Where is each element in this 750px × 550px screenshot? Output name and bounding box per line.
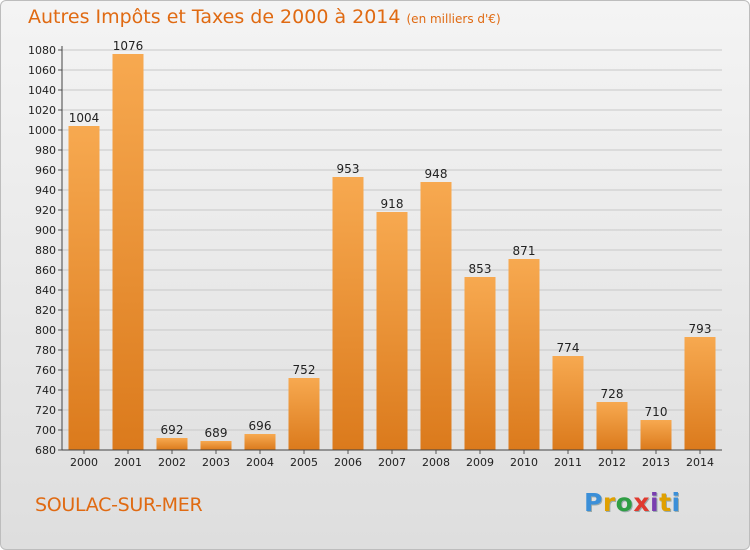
bar-2011 bbox=[552, 356, 584, 450]
y-tick-label: 860 bbox=[35, 264, 56, 277]
y-tick-label: 940 bbox=[35, 184, 56, 197]
logo-letter: i bbox=[650, 488, 660, 517]
y-tick-label: 840 bbox=[35, 284, 56, 297]
chart-title-unit: (en milliers d'€) bbox=[406, 12, 501, 26]
value-label-2001: 1076 bbox=[113, 39, 144, 53]
value-label-2014: 793 bbox=[689, 322, 712, 336]
y-tick-label: 700 bbox=[35, 424, 56, 437]
x-tick-label-2014: 2014 bbox=[686, 456, 714, 469]
y-tick-label: 1080 bbox=[28, 44, 56, 57]
value-label-2006: 953 bbox=[337, 162, 360, 176]
y-tick-label: 720 bbox=[35, 404, 56, 417]
chart-title: Autres Impôts et Taxes de 2000 à 2014 (en… bbox=[28, 6, 501, 28]
value-label-2004: 696 bbox=[249, 419, 272, 433]
value-label-2003: 689 bbox=[205, 426, 228, 440]
logo-letter: t bbox=[659, 488, 672, 517]
x-tick-label-2002: 2002 bbox=[158, 456, 186, 469]
y-tick-label: 1020 bbox=[28, 104, 56, 117]
y-tick-label: 800 bbox=[35, 324, 56, 337]
y-tick-label: 780 bbox=[35, 344, 56, 357]
x-tick-label-2013: 2013 bbox=[642, 456, 670, 469]
proxiti-logo: Proxiti bbox=[584, 488, 681, 517]
value-label-2008: 948 bbox=[425, 167, 448, 181]
y-tick-label: 980 bbox=[35, 144, 56, 157]
y-tick-label: 1060 bbox=[28, 64, 56, 77]
y-tick-label: 900 bbox=[35, 224, 56, 237]
value-label-2009: 853 bbox=[469, 262, 492, 276]
y-tick-label: 1040 bbox=[28, 84, 56, 97]
bar-2010 bbox=[508, 259, 540, 450]
logo-letter: o bbox=[615, 488, 634, 517]
bar-2014 bbox=[684, 337, 716, 450]
value-label-2000: 1004 bbox=[69, 111, 100, 125]
bar-2000 bbox=[68, 126, 100, 450]
chart-title-text: Autres Impôts et Taxes de 2000 à 2014 bbox=[28, 6, 401, 28]
value-label-2002: 692 bbox=[161, 423, 184, 437]
bar-2004 bbox=[244, 434, 276, 450]
x-tick-label-2012: 2012 bbox=[598, 456, 626, 469]
x-tick-label-2000: 2000 bbox=[70, 456, 98, 469]
bar-2006 bbox=[332, 177, 364, 450]
x-tick-label-2010: 2010 bbox=[510, 456, 538, 469]
y-tick-label: 680 bbox=[35, 444, 56, 457]
bar-2012 bbox=[596, 402, 628, 450]
x-tick-label-2003: 2003 bbox=[202, 456, 230, 469]
x-tick-label-2007: 2007 bbox=[378, 456, 406, 469]
value-label-2012: 728 bbox=[601, 387, 624, 401]
logo-letter: x bbox=[633, 488, 650, 517]
logo-letter: r bbox=[602, 488, 616, 517]
bar-2013 bbox=[640, 420, 672, 450]
location-name: SOULAC-SUR-MER bbox=[35, 494, 203, 516]
value-label-2007: 918 bbox=[381, 197, 404, 211]
x-tick-label-2008: 2008 bbox=[422, 456, 450, 469]
bar-2003 bbox=[200, 441, 232, 450]
y-tick-label: 820 bbox=[35, 304, 56, 317]
logo-letter: i bbox=[671, 488, 681, 517]
y-tick-label: 960 bbox=[35, 164, 56, 177]
axes bbox=[61, 46, 722, 451]
value-label-2005: 752 bbox=[293, 363, 316, 377]
x-tick-label-2005: 2005 bbox=[290, 456, 318, 469]
x-tick-label-2004: 2004 bbox=[246, 456, 274, 469]
y-axis-ticks: 680 700 720 740 760 780 800 820 840 860 880 900 920 9… bbox=[28, 44, 62, 457]
logo-letter: P bbox=[584, 488, 603, 517]
bars bbox=[68, 54, 716, 450]
value-label-2010: 871 bbox=[513, 244, 536, 258]
bar-2002 bbox=[156, 438, 188, 450]
bar-2009 bbox=[464, 277, 496, 450]
y-tick-label: 920 bbox=[35, 204, 56, 217]
x-tick-label-2009: 2009 bbox=[466, 456, 494, 469]
x-tick-label-2001: 2001 bbox=[114, 456, 142, 469]
y-tick-label: 740 bbox=[35, 384, 56, 397]
x-tick-label-2011: 2011 bbox=[554, 456, 582, 469]
value-labels: 1004 1076 692 689 696 752 953 918 948 853 871 774 72… bbox=[69, 39, 712, 440]
bar-2005 bbox=[288, 378, 320, 450]
y-tick-label: 880 bbox=[35, 244, 56, 257]
x-tick-label-2006: 2006 bbox=[334, 456, 362, 469]
y-tick-label: 760 bbox=[35, 364, 56, 377]
y-tick-label: 1000 bbox=[28, 124, 56, 137]
bar-2001 bbox=[112, 54, 144, 450]
bar-2008 bbox=[420, 182, 452, 450]
x-axis-ticks: 2000 2001 2002 2003 2004 2005 2006 2007 2008 2009… bbox=[70, 450, 714, 469]
value-label-2011: 774 bbox=[557, 341, 580, 355]
bar-2007 bbox=[376, 212, 408, 450]
value-label-2013: 710 bbox=[645, 405, 668, 419]
